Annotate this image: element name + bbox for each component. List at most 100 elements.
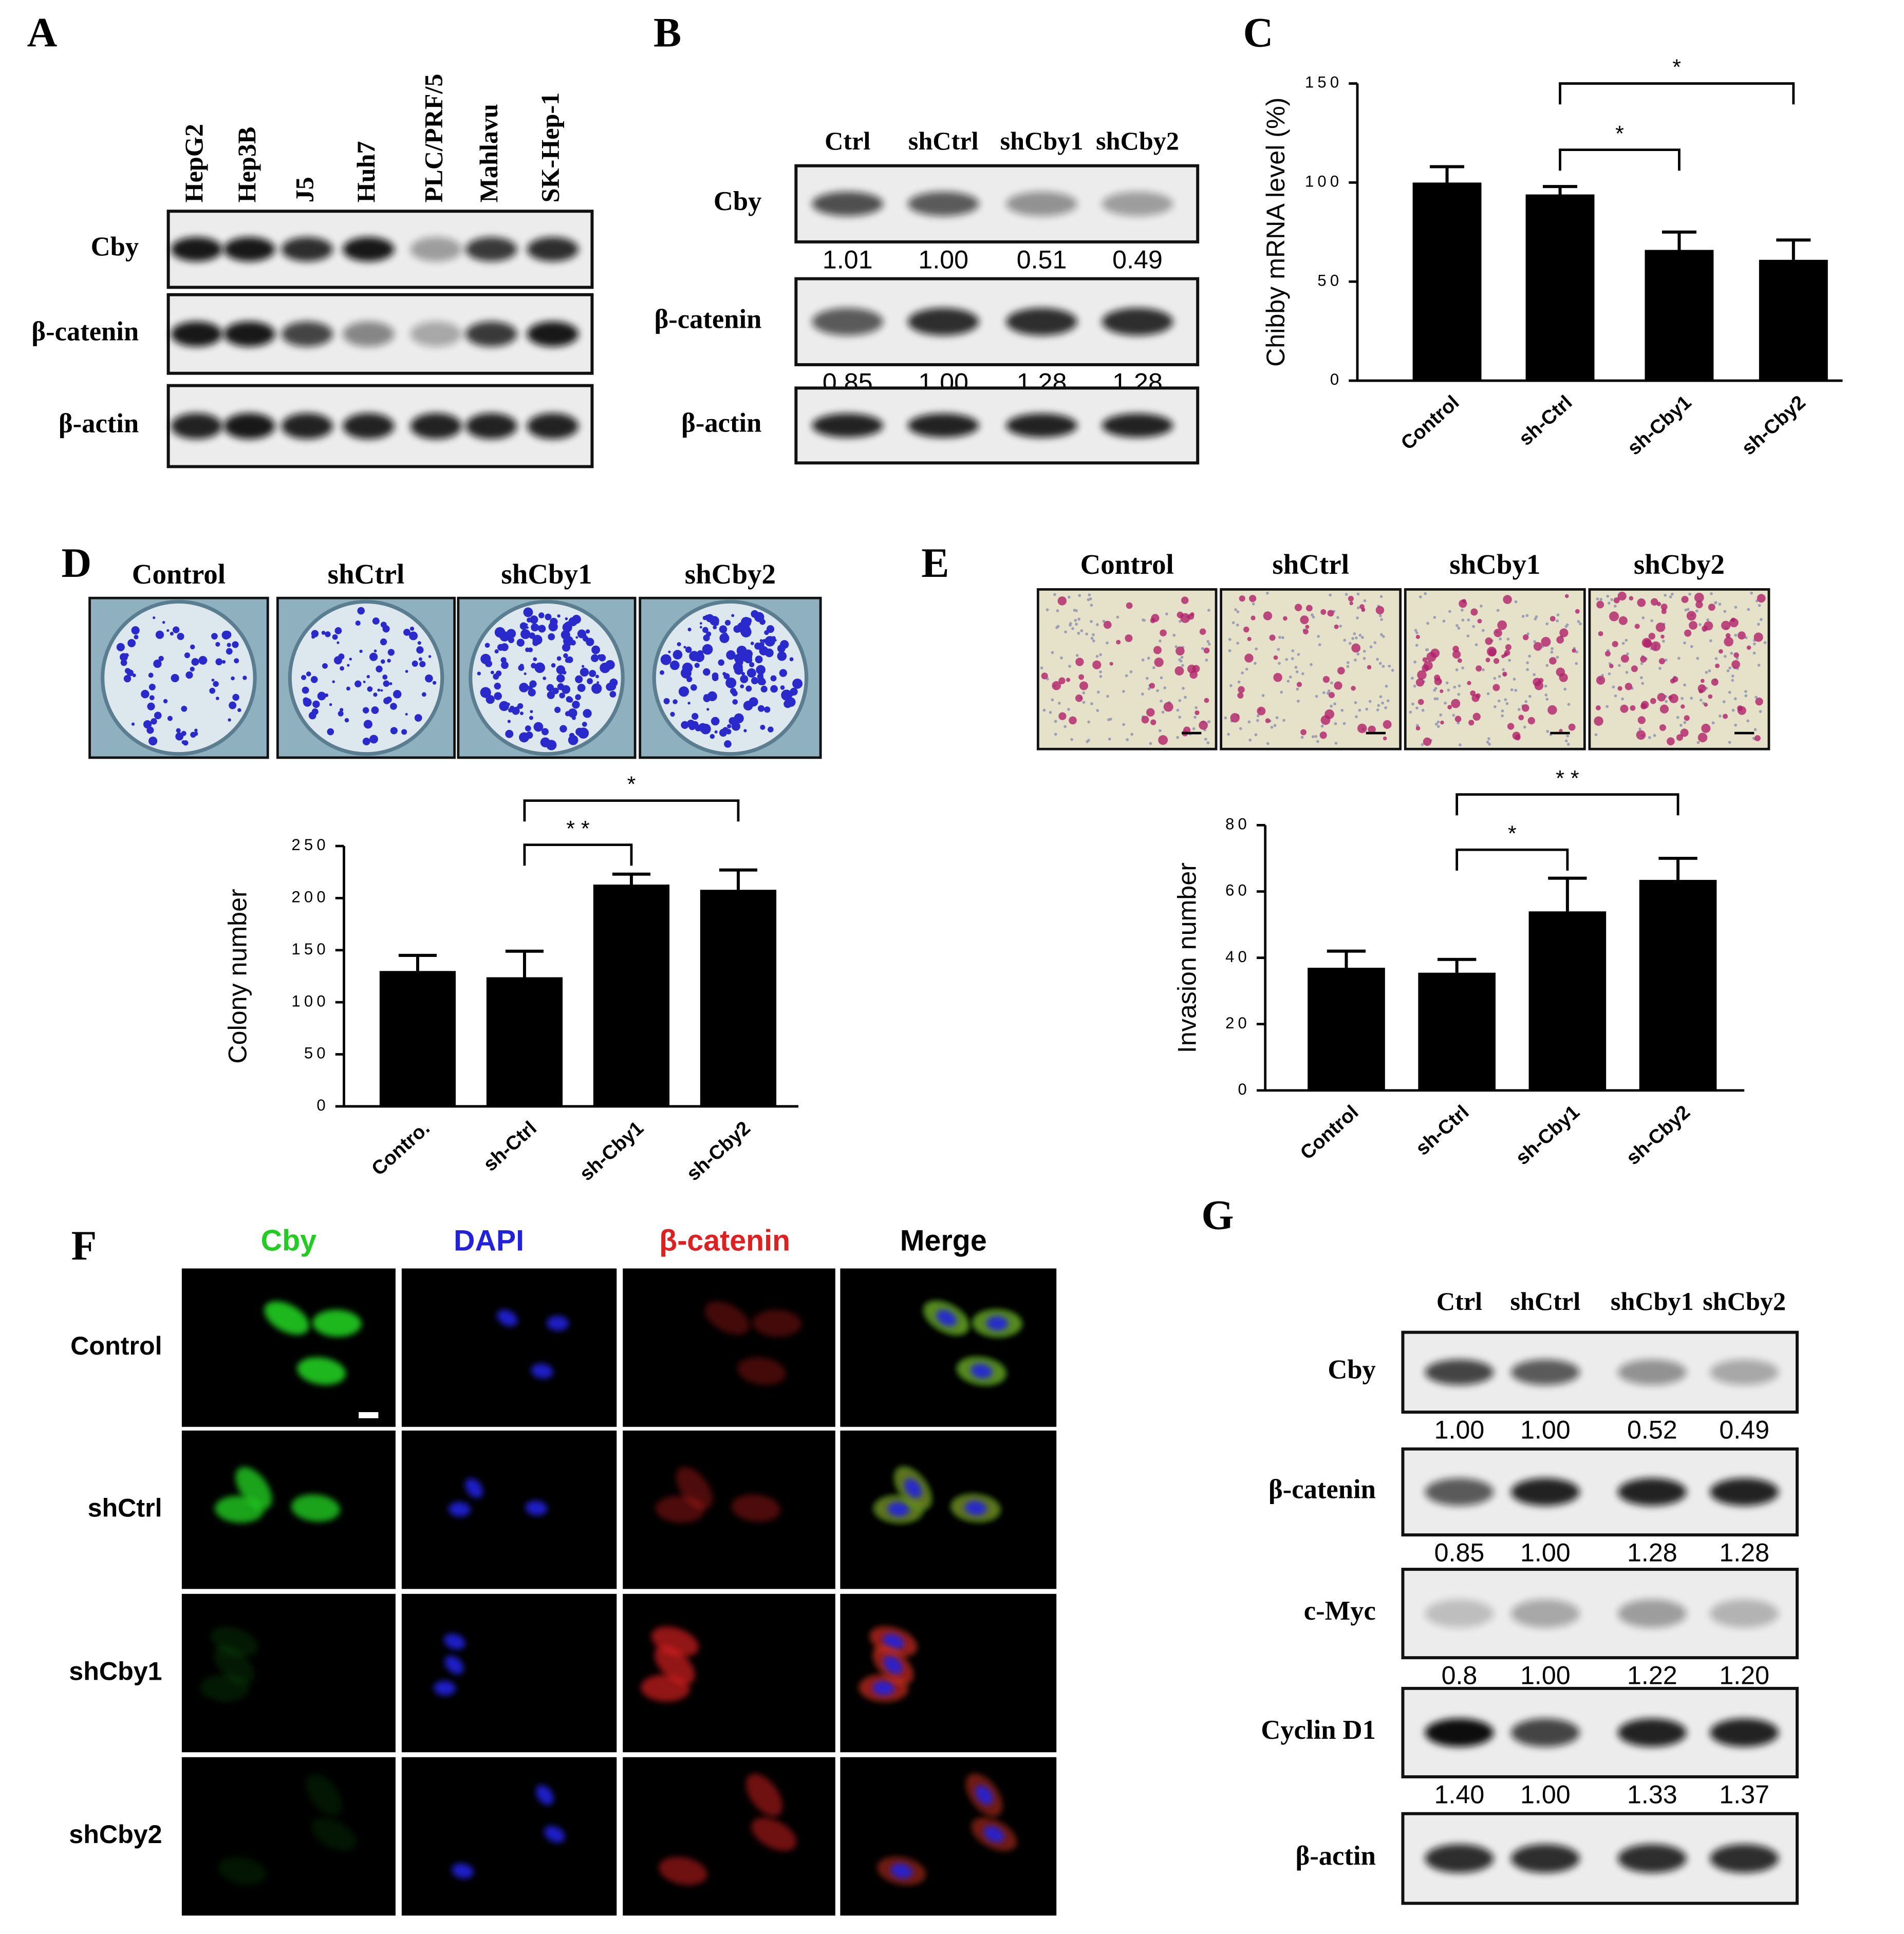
pore xyxy=(1734,723,1738,727)
pore xyxy=(1457,692,1461,696)
quant-label: 1.28 xyxy=(1627,1538,1677,1567)
colony xyxy=(694,663,700,668)
colony xyxy=(559,692,565,699)
pore xyxy=(1077,617,1080,621)
pore xyxy=(1461,666,1464,670)
colony xyxy=(185,671,193,679)
colony xyxy=(155,630,164,639)
colony xyxy=(695,724,702,731)
pore xyxy=(1297,653,1300,656)
pore xyxy=(1638,727,1641,730)
pore xyxy=(1204,738,1207,741)
cell xyxy=(1556,636,1564,644)
cell xyxy=(1417,699,1424,705)
colony xyxy=(780,685,785,690)
colony xyxy=(734,653,744,664)
pore xyxy=(1178,699,1182,702)
pore xyxy=(1237,680,1241,684)
colony xyxy=(232,641,239,648)
blot-row xyxy=(1401,1686,1799,1779)
pore xyxy=(1683,683,1687,687)
pore xyxy=(1239,727,1242,730)
condition-label: shCtrl xyxy=(1272,549,1349,580)
colony xyxy=(538,612,545,618)
cell xyxy=(1244,653,1254,663)
pore xyxy=(1684,608,1688,612)
pore xyxy=(1317,635,1320,638)
blot-row xyxy=(166,293,594,375)
pore xyxy=(1126,738,1129,741)
colony xyxy=(599,654,606,662)
cell xyxy=(1454,716,1462,723)
cell xyxy=(1613,597,1620,604)
pore xyxy=(1710,592,1713,595)
pore xyxy=(1758,604,1761,607)
cell xyxy=(704,1301,750,1335)
cell xyxy=(1163,702,1173,712)
error-bar xyxy=(719,868,758,890)
cell xyxy=(1559,728,1563,733)
colony xyxy=(724,740,732,748)
colony xyxy=(425,674,433,683)
cell xyxy=(1650,598,1658,606)
pore xyxy=(1046,608,1049,611)
lane-label: shCby2 xyxy=(1703,1287,1786,1316)
band xyxy=(465,321,517,347)
cell xyxy=(1609,611,1619,622)
pore xyxy=(1594,733,1598,737)
pore xyxy=(1090,702,1093,705)
x-tick-label: sh-Cby2 xyxy=(682,1117,755,1185)
pore xyxy=(1535,615,1538,618)
colony xyxy=(332,680,335,683)
invasion-image xyxy=(1588,588,1770,750)
colony xyxy=(595,674,599,679)
colony xyxy=(519,622,528,630)
cell xyxy=(497,1309,518,1327)
cell xyxy=(1502,671,1507,677)
pore xyxy=(1718,715,1722,718)
pore xyxy=(1608,672,1611,675)
pore xyxy=(1526,668,1529,671)
colony xyxy=(760,724,766,730)
pore xyxy=(1379,633,1383,636)
pore xyxy=(1683,641,1686,645)
colony xyxy=(538,625,546,633)
pore xyxy=(1669,595,1672,598)
colony xyxy=(389,682,393,685)
cell xyxy=(1594,716,1603,726)
cell xyxy=(1322,675,1330,683)
cell xyxy=(1559,628,1569,637)
y-tick-label: 60 xyxy=(1225,881,1250,899)
pore xyxy=(1282,719,1285,722)
colony xyxy=(687,627,692,632)
pore xyxy=(1596,597,1599,600)
pore xyxy=(1612,685,1615,689)
cell xyxy=(1467,681,1471,685)
pore xyxy=(1060,656,1063,660)
cell xyxy=(1650,698,1656,704)
pore xyxy=(1042,708,1046,712)
bar xyxy=(1418,972,1496,1091)
pore xyxy=(1277,648,1280,651)
pore xyxy=(1510,688,1514,691)
significance-bracket xyxy=(1559,82,1795,105)
cell xyxy=(1150,719,1156,725)
colony xyxy=(746,668,756,678)
pore xyxy=(1322,691,1326,694)
quant-label: 1.01 xyxy=(823,245,873,274)
pore xyxy=(1731,674,1734,678)
colony xyxy=(355,620,361,626)
cell xyxy=(1612,641,1618,647)
colony xyxy=(231,676,235,681)
pore xyxy=(1073,609,1076,612)
pore xyxy=(1092,639,1095,643)
colony xyxy=(190,644,195,650)
pore xyxy=(1472,625,1476,628)
image-frame xyxy=(181,1757,396,1916)
pore xyxy=(1082,691,1086,694)
colony xyxy=(734,713,744,724)
colony xyxy=(525,725,531,731)
cell xyxy=(1327,610,1334,617)
pore xyxy=(1686,608,1690,611)
pore xyxy=(1294,666,1298,669)
